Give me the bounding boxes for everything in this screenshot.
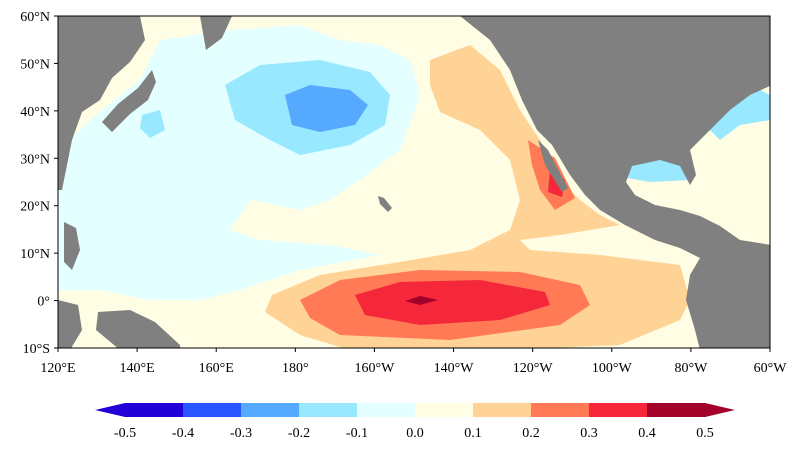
colorbar-label: 0.1 bbox=[464, 426, 482, 441]
colorbar-segment bbox=[183, 403, 242, 417]
colorbar-label: -0.3 bbox=[230, 426, 252, 441]
colorbar-label: 0.5 bbox=[696, 426, 714, 441]
land-philippines bbox=[64, 222, 80, 270]
colorbar-label: 0.2 bbox=[522, 426, 540, 441]
colorbar-label: -0.5 bbox=[114, 426, 136, 441]
colorbar-segment bbox=[299, 403, 358, 417]
land-kamchatka bbox=[200, 16, 232, 50]
lat-tick-label: 20°N bbox=[20, 200, 50, 215]
lon-tick-label: 140°W bbox=[434, 361, 475, 376]
lat-tick-label: 60°N bbox=[20, 10, 50, 25]
land-north-america bbox=[460, 16, 770, 348]
lon-tick-label: 60°W bbox=[754, 361, 788, 376]
colorbar-segment bbox=[589, 403, 648, 417]
longitude-axis: 120°E 140°E 160°E 180° 160°W 140°W 120°W 100°W 8… bbox=[40, 348, 787, 376]
lon-tick-label: 120°E bbox=[40, 361, 75, 376]
lon-tick-label: 140°E bbox=[120, 361, 155, 376]
colorbar: -0.5 -0.4 -0.3 -0.2 -0.1 0.0 0.1 0.2 0.3 0.4 0.5 bbox=[95, 403, 735, 441]
lat-tick-label: 50°N bbox=[20, 57, 50, 72]
land-hawaii bbox=[378, 196, 392, 212]
colorbar-right-arrow bbox=[705, 403, 735, 417]
anomaly-pos03-coastal bbox=[548, 170, 565, 197]
lat-tick-label: 10°N bbox=[20, 247, 50, 262]
colorbar-label: 0.4 bbox=[638, 426, 656, 441]
lon-tick-label: 160°W bbox=[355, 361, 396, 376]
colorbar-left-arrow bbox=[95, 403, 125, 417]
colorbar-label: -0.2 bbox=[288, 426, 310, 441]
lat-tick-label: 40°N bbox=[20, 105, 50, 120]
land-baja-california bbox=[538, 140, 568, 192]
land-japan bbox=[102, 70, 156, 132]
colorbar-segment bbox=[125, 403, 184, 417]
map-panel bbox=[58, 16, 770, 348]
lat-tick-label: 30°N bbox=[20, 152, 50, 167]
colorbar-label: -0.4 bbox=[172, 426, 194, 441]
lon-tick-label: 80°W bbox=[674, 361, 708, 376]
lat-tick-label: 10°S bbox=[23, 342, 50, 357]
lon-tick-label: 160°E bbox=[199, 361, 234, 376]
colorbar-segment bbox=[647, 403, 706, 417]
anomaly-neg02-japan bbox=[140, 110, 165, 138]
anomaly-pos01-region bbox=[265, 45, 690, 348]
land-new-guinea bbox=[96, 310, 180, 348]
colorbar-segment bbox=[473, 403, 532, 417]
anomaly-neg02-atlantic bbox=[710, 90, 770, 140]
lon-tick-label: 180° bbox=[282, 361, 309, 376]
lon-tick-label: 120°W bbox=[513, 361, 554, 376]
anomaly-pos04-core bbox=[405, 296, 438, 305]
colorbar-segment bbox=[415, 403, 474, 417]
lat-tick-label: 0° bbox=[37, 295, 50, 310]
land-indonesia bbox=[58, 300, 82, 348]
map-frame bbox=[57, 15, 771, 349]
anomaly-neg03-region bbox=[285, 85, 368, 132]
land-asia bbox=[58, 16, 145, 190]
colorbar-label: 0.0 bbox=[406, 426, 424, 441]
colorbar-segment bbox=[531, 403, 590, 417]
colorbar-label: -0.1 bbox=[346, 426, 368, 441]
colorbar-segment bbox=[241, 403, 300, 417]
anomaly-pos03-equatorial bbox=[355, 280, 550, 325]
colorbar-segment bbox=[357, 403, 416, 417]
colorbar-label: 0.3 bbox=[580, 426, 598, 441]
latitude-axis: 60°N 50°N 40°N 30°N 20°N 10°N 0° 10°S bbox=[20, 10, 58, 357]
lon-tick-label: 100°W bbox=[592, 361, 633, 376]
